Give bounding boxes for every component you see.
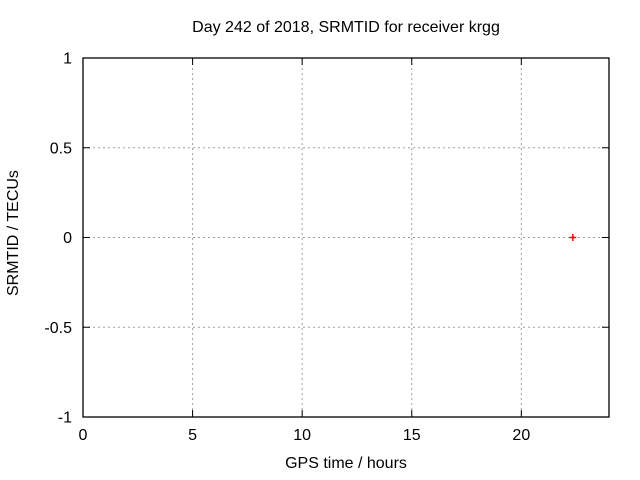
y-tick-label: -1: [58, 410, 72, 427]
plot-border: [82, 57, 610, 418]
y-tick-label: 1: [63, 51, 72, 68]
x-axis-label: GPS time / hours: [285, 455, 407, 472]
x-tick-label: 10: [293, 427, 311, 444]
chart-title: Day 242 of 2018, SRMTID for receiver krg…: [192, 19, 500, 36]
x-tick-label: 0: [79, 427, 88, 444]
y-tick-label: 0: [63, 230, 72, 247]
y-tick-label: 0.5: [50, 140, 72, 157]
x-tick-label: 20: [512, 427, 530, 444]
x-tick-label: 15: [403, 427, 421, 444]
x-tick-label: 5: [188, 427, 197, 444]
y-tick-label: -0.5: [44, 320, 72, 337]
